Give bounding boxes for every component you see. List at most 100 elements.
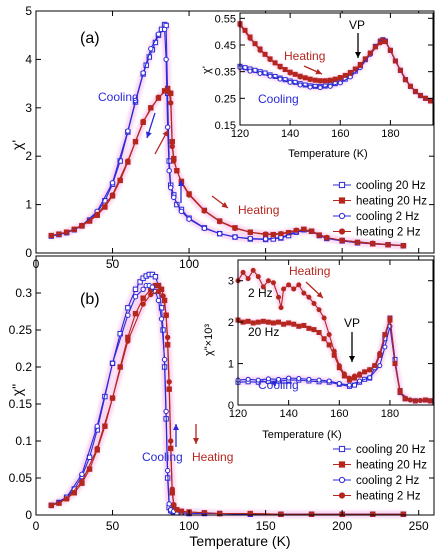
data-point: [155, 282, 162, 289]
data-point: [125, 158, 131, 164]
annotation-20hz-inset-b: 20 Hz: [248, 325, 279, 339]
data-point: [140, 286, 146, 292]
data-point: [63, 496, 70, 502]
data-point: [337, 80, 343, 86]
data-point: [265, 278, 271, 284]
data-point: [341, 371, 347, 377]
data-point: [277, 76, 283, 82]
data-point: [148, 291, 154, 298]
data-point: [245, 318, 251, 324]
data-point: [79, 471, 85, 477]
data-point: [250, 320, 256, 326]
data-point: [321, 336, 327, 342]
data-point: [347, 71, 353, 77]
data-point: [178, 508, 185, 514]
series-heating-2-hz: [235, 267, 433, 404]
y-tick-label: 1: [25, 198, 32, 212]
data-point: [427, 98, 433, 104]
data-point: [161, 26, 168, 33]
data-point: [240, 269, 246, 275]
x-tick-label: 120: [229, 408, 247, 420]
data-point: [292, 79, 298, 85]
legend-label: heating 20 Hz: [356, 196, 427, 208]
data-point: [339, 237, 345, 244]
data-point: [149, 284, 156, 290]
annotation-vp-inset-a: VP: [349, 18, 365, 32]
data-point: [166, 89, 172, 96]
data-point: [296, 375, 302, 381]
data-point: [287, 79, 293, 85]
data-point: [140, 301, 146, 307]
x-tick-label: 140: [279, 408, 297, 420]
heating-arrow-inset-b: [305, 281, 324, 299]
y-tick-label: 2: [25, 149, 32, 163]
data-point: [94, 445, 100, 452]
x-tick-label: 180: [381, 128, 399, 140]
data-point: [216, 218, 223, 225]
data-point: [125, 128, 131, 134]
data-point: [296, 282, 302, 288]
data-point: [301, 290, 307, 296]
data-point: [94, 211, 100, 217]
data-point: [312, 83, 318, 89]
data-point: [387, 315, 393, 321]
data-point: [327, 78, 333, 84]
data-point: [186, 216, 192, 222]
plot-frame: [239, 12, 434, 126]
data-point: [324, 234, 330, 241]
x-tick-label: 0: [33, 519, 40, 533]
data-point: [171, 194, 177, 201]
data-point: [132, 97, 139, 104]
data-point: [287, 70, 293, 76]
data-point: [316, 330, 322, 335]
data-point: [317, 78, 323, 84]
data-point: [257, 47, 263, 53]
data-point: [48, 232, 55, 239]
y-tick-label: 0.25: [215, 93, 236, 105]
data-point: [382, 39, 388, 45]
legend-item: heating 20 Hz: [333, 460, 427, 472]
data-point: [326, 332, 332, 338]
data-point: [326, 342, 332, 348]
data-point: [270, 280, 276, 286]
legend-label: heating 2 Hz: [356, 491, 421, 503]
data-point: [155, 297, 162, 304]
annotation-heating-b: Heating: [192, 450, 233, 464]
data-point: [155, 288, 162, 295]
data-point: [397, 67, 403, 73]
data-point: [367, 51, 373, 57]
data-point: [326, 378, 332, 384]
legend-marker: [338, 212, 346, 220]
data-point: [417, 397, 423, 403]
data-point: [297, 74, 303, 80]
heating-arrow-inset-a: [303, 65, 323, 75]
data-point: [140, 118, 146, 125]
data-point: [247, 229, 254, 235]
data-point: [281, 286, 287, 292]
y-tick-label: 0.15: [9, 397, 33, 411]
data-point: [278, 511, 284, 517]
data-point: [407, 397, 413, 403]
data-point: [168, 438, 174, 444]
data-point: [186, 192, 192, 198]
data-point: [232, 225, 238, 232]
legend-a: cooling 20 Hz heating 20 Hz cooling 2 Hz he…: [333, 180, 427, 239]
data-point: [171, 158, 177, 164]
series-line: [51, 290, 404, 515]
data-point: [247, 68, 253, 74]
data-point: [109, 360, 116, 366]
x-tick-label: 120: [231, 128, 249, 140]
data-point: [392, 361, 398, 367]
y-tick-label: 0.2: [15, 360, 32, 374]
data-point: [171, 501, 177, 508]
data-point: [216, 230, 223, 237]
data-point: [276, 319, 282, 325]
data-point: [387, 47, 393, 53]
data-point: [255, 319, 261, 325]
vp-arrow-inset-a: [355, 33, 361, 58]
data-point: [367, 367, 373, 373]
y-tick-label: 0.25: [9, 323, 33, 337]
heating-arrow-b: [193, 424, 199, 444]
data-point: [270, 236, 276, 242]
data-point: [293, 227, 299, 233]
